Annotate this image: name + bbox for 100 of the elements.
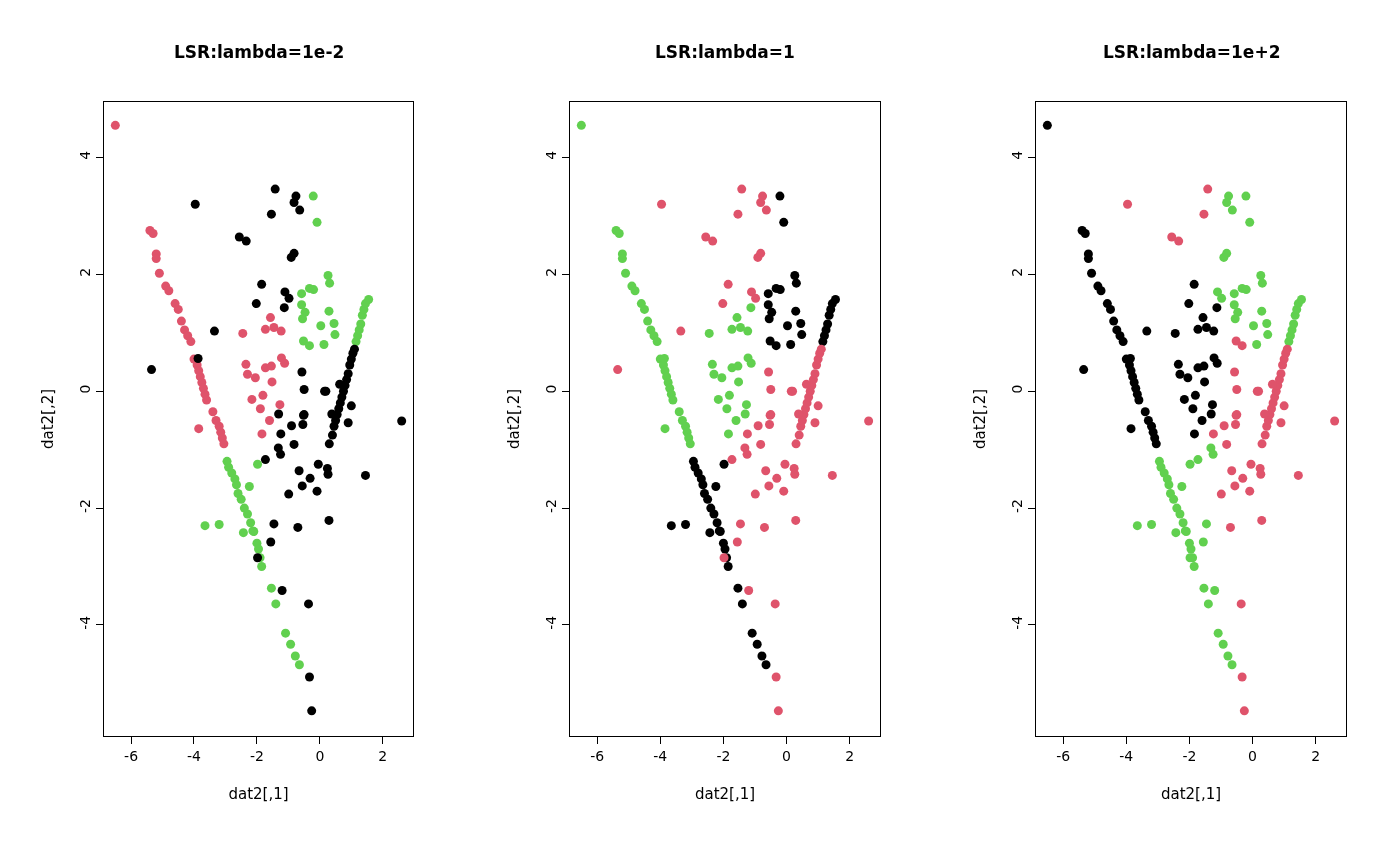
point: [1189, 279, 1199, 289]
x-tick-label: 2: [1311, 747, 1321, 764]
point: [733, 583, 743, 593]
point: [238, 528, 248, 538]
point: [254, 544, 263, 554]
point: [343, 418, 353, 428]
point: [327, 430, 337, 440]
point: [1134, 395, 1144, 405]
point: [747, 287, 757, 297]
point: [208, 407, 218, 417]
point: [1227, 660, 1237, 670]
point: [810, 418, 820, 428]
point: [1245, 486, 1255, 496]
point: [294, 660, 304, 670]
point: [284, 489, 294, 499]
x-axis-title: dat2[,1]: [228, 784, 289, 803]
point: [1132, 521, 1142, 531]
point: [1257, 278, 1267, 288]
point: [1199, 583, 1209, 593]
point: [266, 583, 276, 593]
point: [747, 628, 757, 638]
point: [1213, 287, 1223, 297]
point: [763, 300, 773, 310]
point: [1109, 316, 1119, 326]
point: [732, 313, 742, 323]
point: [231, 480, 241, 490]
x-tick-label: -4: [1119, 747, 1134, 764]
point: [718, 299, 728, 309]
point: [324, 439, 334, 449]
point: [274, 409, 284, 419]
point: [1330, 416, 1340, 426]
point: [266, 537, 276, 547]
point: [823, 319, 833, 329]
point: [397, 416, 407, 426]
y-tick-label: 0: [543, 384, 560, 394]
point: [652, 337, 662, 347]
point: [740, 409, 750, 419]
point: [236, 494, 246, 504]
y-tick-label: -2: [1009, 499, 1026, 513]
point: [1151, 439, 1161, 449]
point: [1231, 336, 1241, 346]
point: [330, 330, 340, 340]
point: [764, 367, 774, 377]
point: [796, 318, 806, 328]
point: [154, 268, 164, 278]
y-tick-label: -4: [77, 615, 94, 630]
point: [1208, 429, 1218, 439]
point: [1213, 628, 1223, 638]
point: [1175, 509, 1185, 519]
point: [1217, 293, 1227, 303]
point: [746, 303, 756, 313]
point: [276, 326, 286, 336]
y-tick-label: 2: [1009, 267, 1026, 277]
y-tick-label: 4: [543, 150, 560, 160]
point: [257, 562, 267, 572]
point: [281, 628, 291, 638]
point: [250, 373, 260, 383]
point: [234, 232, 244, 242]
point: [253, 459, 263, 469]
point: [202, 395, 212, 405]
point: [668, 395, 678, 405]
point: [1282, 344, 1292, 354]
point: [1257, 515, 1267, 525]
point: [266, 361, 276, 371]
point: [299, 336, 308, 346]
point: [1276, 418, 1286, 428]
point: [765, 420, 775, 430]
point: [164, 286, 174, 296]
point: [707, 359, 717, 369]
point: [759, 522, 769, 532]
point: [343, 369, 353, 379]
x-tick-label: -4: [653, 747, 668, 764]
point: [676, 326, 686, 336]
point: [1186, 544, 1196, 554]
point: [1174, 236, 1184, 246]
point: [193, 354, 203, 364]
point: [757, 651, 767, 661]
y-tick-label: 0: [77, 384, 94, 394]
point: [613, 365, 623, 375]
point: [257, 429, 267, 439]
point: [307, 706, 317, 716]
point: [194, 424, 204, 434]
point: [727, 324, 737, 334]
point: [289, 198, 299, 208]
point: [266, 209, 276, 219]
point: [764, 481, 774, 491]
point: [238, 328, 248, 338]
point: [723, 429, 733, 439]
y-tick-label: 4: [77, 150, 94, 160]
point: [287, 421, 297, 431]
point: [1201, 519, 1211, 529]
x-axis-title: dat2[,1]: [1160, 784, 1222, 803]
point: [1236, 599, 1246, 609]
point: [1087, 268, 1097, 278]
point: [1173, 359, 1183, 369]
point: [1193, 324, 1203, 334]
point: [685, 439, 695, 449]
point: [1175, 369, 1185, 379]
point: [258, 390, 268, 400]
point: [732, 537, 742, 547]
